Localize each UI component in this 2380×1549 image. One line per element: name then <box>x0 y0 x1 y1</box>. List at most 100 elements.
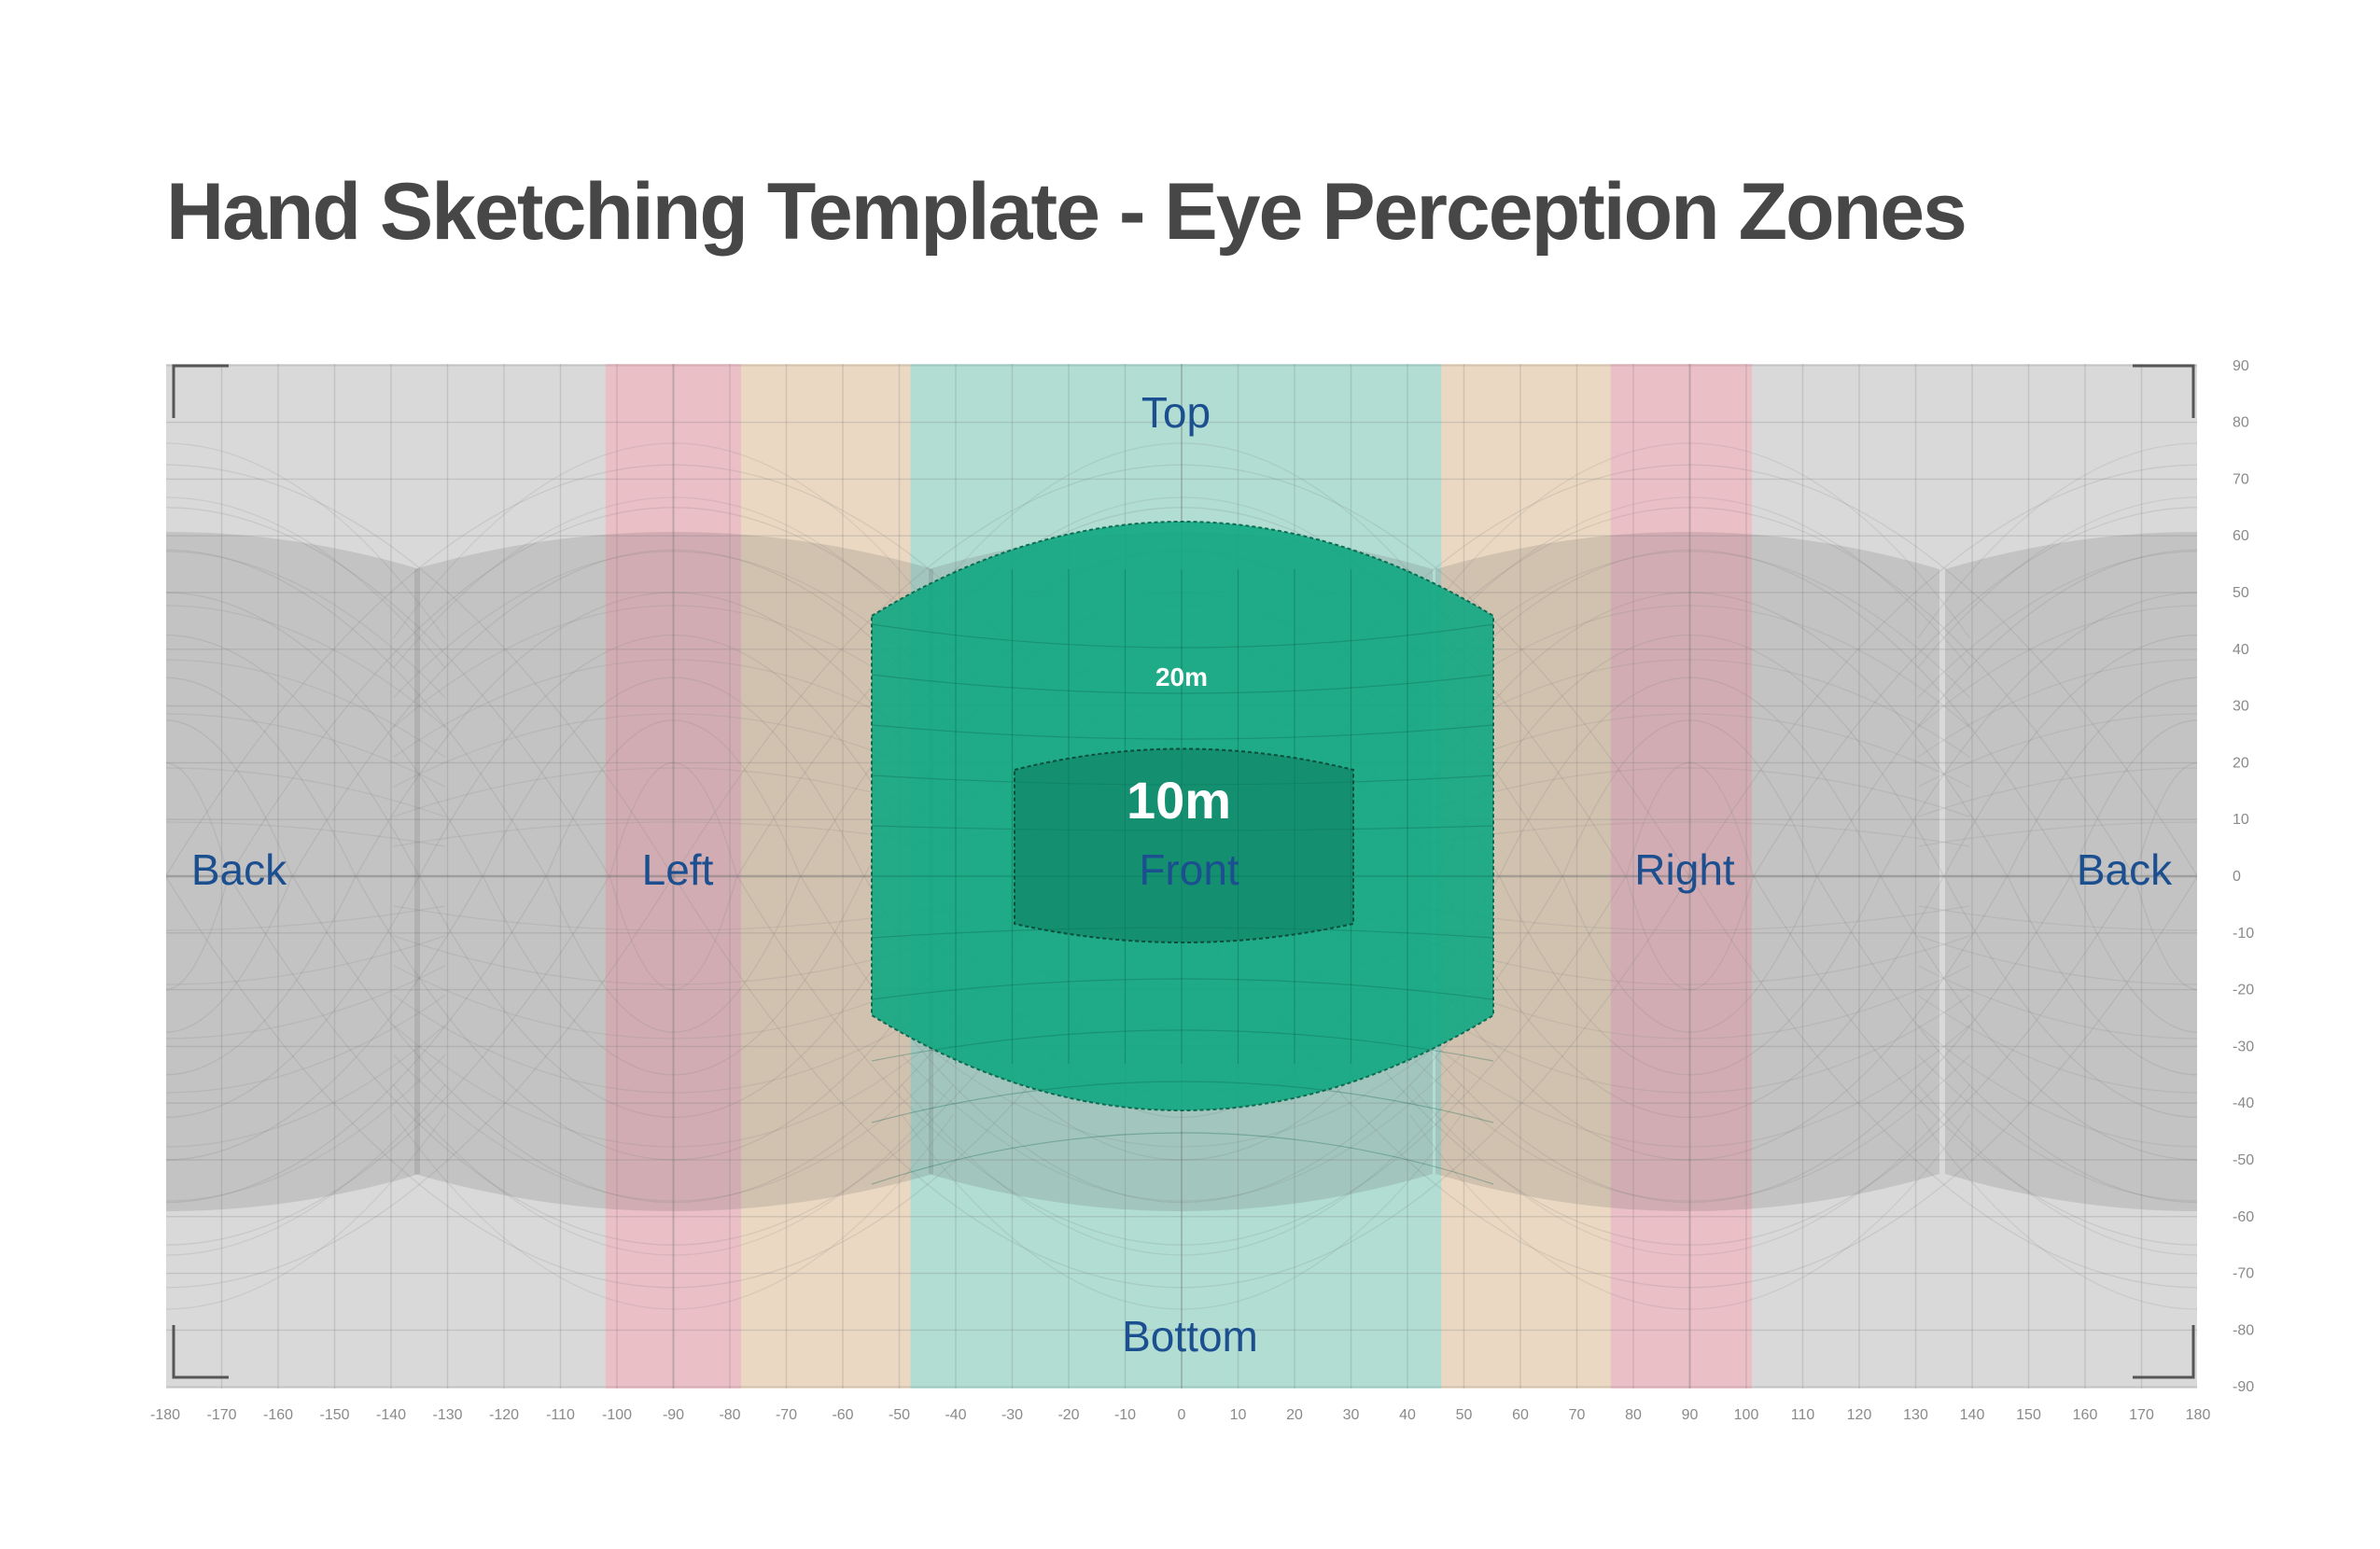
corner-top-right <box>2133 364 2195 418</box>
x-axis-ticks: -180 -170 -160 -150 -140 -130 -120 -110 -100 -90-… <box>150 1407 2210 1423</box>
grid-arc <box>1943 875 2197 1118</box>
grid-arc <box>1409 995 1970 1094</box>
x-tick-label: 110 <box>1791 1407 1815 1423</box>
x-tick-label: 130 <box>1903 1407 1928 1423</box>
grid-arc <box>1917 767 2197 817</box>
grid-arc <box>166 605 446 728</box>
zone-label-front: Front <box>1139 845 1239 894</box>
grid-arc <box>1435 875 1945 1118</box>
x-tick-label: -150 <box>319 1407 349 1423</box>
x-tick-label: -130 <box>432 1407 462 1423</box>
grid-arc <box>1917 1083 2197 1256</box>
grid-arc <box>2134 761 2197 877</box>
x-tick-label: 10 <box>1230 1407 1247 1423</box>
grid-arc <box>166 875 420 1118</box>
zone-grid-arc <box>871 1132 1494 1185</box>
grid-arc <box>166 1054 446 1202</box>
x-tick-label: 30 <box>1343 1407 1360 1423</box>
grid-arc <box>166 713 446 788</box>
x-tick-label: 140 <box>1960 1407 1985 1423</box>
grid-arc <box>1408 1113 1971 1310</box>
grid-arc <box>166 464 674 877</box>
grid-arc <box>166 1083 446 1256</box>
grid-arc <box>1816 875 2197 1203</box>
x-tick-label: 170 <box>2129 1407 2154 1423</box>
corner-bottom-right <box>2133 1325 2195 1379</box>
x-tick-label: -20 <box>1057 1407 1079 1423</box>
y-axis-ticks: 90 80 70 60 50 40 30 20 10 0 -10 -20 -30 -40 -50 -60 -70… <box>2233 358 2254 1395</box>
grid-arc <box>2134 875 2197 991</box>
y-tick-label: 10 <box>2233 812 2249 828</box>
grid-arc <box>166 719 293 877</box>
x-tick-label: -60 <box>832 1407 853 1423</box>
grid-arc <box>1917 496 2197 669</box>
grid-arc <box>166 875 610 1246</box>
grid-arc <box>166 875 483 1161</box>
distance-label-10m: 10m <box>1127 771 1231 830</box>
y-tick-label: -50 <box>2233 1152 2254 1168</box>
grid-arc <box>1625 761 1755 877</box>
x-tick-label: 180 <box>2186 1407 2211 1423</box>
x-tick-label: 20 <box>1286 1407 1303 1423</box>
grid-arc <box>392 496 955 669</box>
grid-arc <box>1917 1054 2197 1202</box>
y-tick-label: 40 <box>2233 642 2249 658</box>
x-tick-label: 100 <box>1734 1407 1759 1423</box>
y-tick-label: -80 <box>2233 1322 2254 1338</box>
grid-arc <box>673 464 1690 877</box>
x-tick-label: -10 <box>1114 1407 1136 1423</box>
y-tick-label: -30 <box>2233 1039 2254 1054</box>
grid-arc <box>166 677 357 877</box>
grid-arc <box>392 1113 955 1310</box>
grid-arc <box>1917 605 2197 728</box>
grid-arc <box>1880 592 2197 877</box>
zone-label-left: Left <box>642 845 714 894</box>
grid-arc <box>1917 935 2197 985</box>
grid-arc <box>166 635 420 877</box>
grid-arc <box>901 1083 1463 1256</box>
left-red-band <box>605 364 742 1389</box>
grid-arc <box>166 905 446 931</box>
zone-label-back-left: Back <box>191 845 287 894</box>
x-tick-label: -120 <box>489 1407 519 1423</box>
grid-arc <box>800 875 1563 1203</box>
grid-arc <box>166 551 446 699</box>
x-tick-label: -100 <box>602 1407 632 1423</box>
zone-grid-arc <box>871 623 1494 649</box>
grid-arc <box>1409 1025 1970 1148</box>
corner-bottom-left <box>172 1325 229 1379</box>
x-tick-label: 40 <box>1399 1407 1416 1423</box>
x-tick-label: -50 <box>889 1407 910 1423</box>
x-tick-label: -180 <box>150 1407 180 1423</box>
x-tick-label: -160 <box>263 1407 293 1423</box>
grid-arc <box>1880 875 2197 1161</box>
grid-arc <box>166 659 446 758</box>
grid-arc <box>1408 1083 1971 1256</box>
grid-arc <box>1917 442 2197 639</box>
zone-grid-arc <box>871 978 1494 1000</box>
y-tick-label: -40 <box>2233 1095 2254 1111</box>
shadow-right <box>1435 532 1939 1211</box>
x-tick-label: -170 <box>206 1407 236 1423</box>
grid-arc <box>545 719 802 877</box>
grid-arc <box>166 507 610 877</box>
grid-arc <box>166 965 446 1040</box>
zone-label-right: Right <box>1634 845 1735 894</box>
grid-arc <box>901 1054 1463 1202</box>
grid-arc <box>1917 659 2197 758</box>
grid-arc <box>166 935 446 985</box>
grid-arc <box>166 995 446 1094</box>
grid-arc <box>166 550 547 877</box>
zone-label-back-right: Back <box>2077 845 2173 894</box>
grid-arc <box>1917 995 2197 1094</box>
grid-arc <box>1561 719 1818 877</box>
grid-arc <box>482 875 865 1076</box>
y-tick-label: -90 <box>2233 1379 2254 1395</box>
y-tick-label: 30 <box>2233 699 2249 715</box>
grid-arc <box>1917 965 2197 1040</box>
grid-arc <box>1917 905 2197 931</box>
y-tick-label: 90 <box>2233 358 2249 374</box>
grid-arc <box>166 1025 446 1148</box>
grid-arc <box>2070 719 2197 877</box>
grid-arc <box>166 442 446 639</box>
